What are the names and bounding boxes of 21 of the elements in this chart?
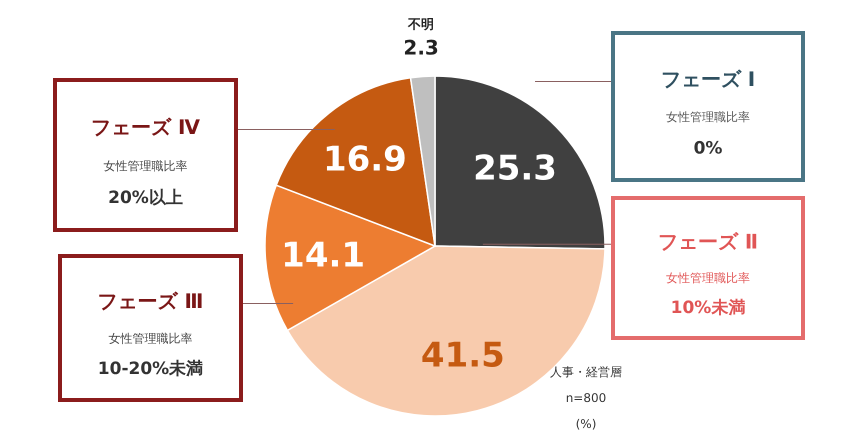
text: n=800: [566, 391, 606, 405]
text: 女性管理職比率: [104, 159, 188, 173]
slice-label: フェーズ Ⅲ: [98, 288, 204, 313]
slice-label: フェーズ Ⅱ: [658, 229, 758, 254]
text: 10%未満: [670, 298, 746, 318]
text: 人事・経営層: [550, 365, 622, 379]
data-label: 2.3: [403, 36, 439, 60]
data-label: 16.9: [322, 139, 407, 180]
text: (%): [576, 417, 596, 431]
text: 女性管理職比率: [666, 110, 750, 124]
text: 女性管理職比率: [108, 331, 192, 346]
text: 0%: [694, 138, 722, 159]
text: 女性管理職比率: [666, 271, 750, 285]
text: 10-20%未満: [98, 359, 204, 380]
slice-label: 不明: [407, 18, 434, 32]
data-label: 25.3: [473, 148, 557, 188]
text: 20%以上: [108, 188, 183, 208]
slice-label: フェーズ Ⅳ: [91, 115, 200, 139]
data-label: 14.1: [281, 236, 366, 276]
data-label: 41.5: [420, 336, 505, 376]
slice-label: フェーズ Ⅰ: [660, 66, 756, 91]
